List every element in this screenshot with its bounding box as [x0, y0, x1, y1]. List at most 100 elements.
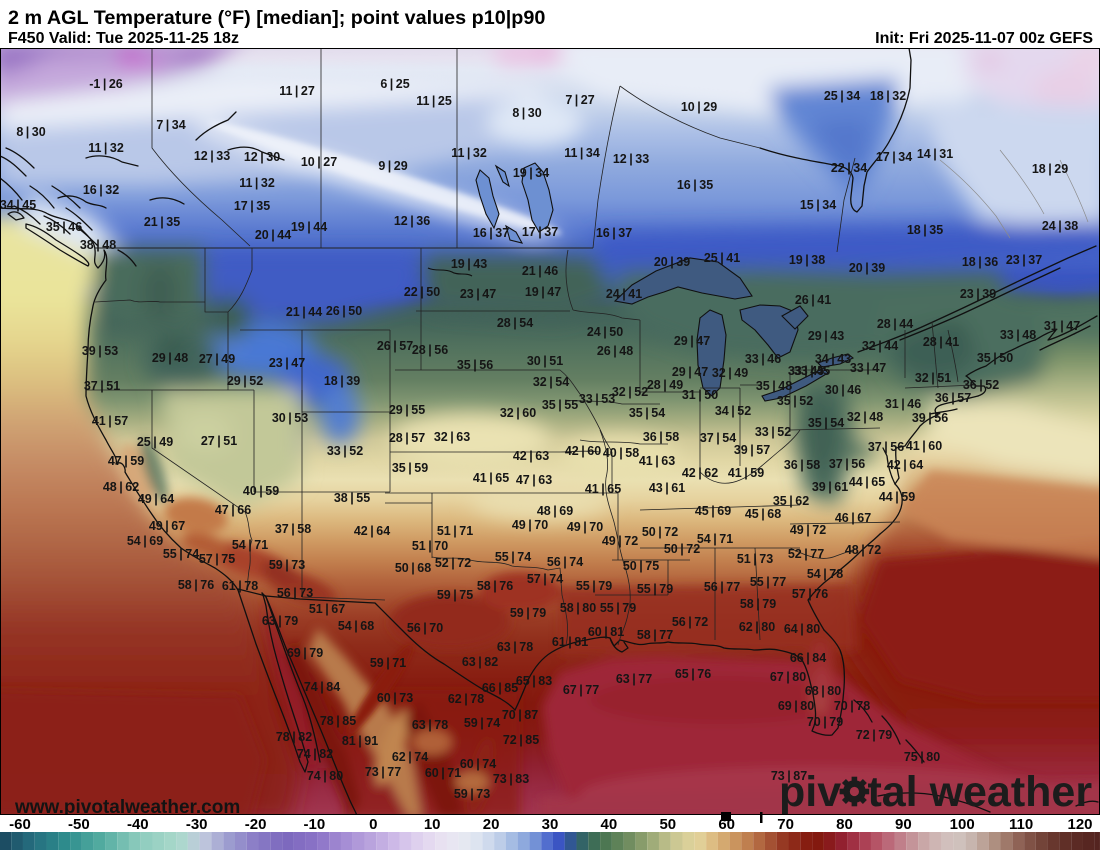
- svg-text:37 | 56: 37 | 56: [868, 440, 904, 454]
- svg-text:45 | 68: 45 | 68: [745, 507, 781, 521]
- svg-text:78 | 85: 78 | 85: [320, 714, 356, 728]
- svg-text:10 | 29: 10 | 29: [681, 100, 717, 114]
- svg-text:-60: -60: [9, 816, 31, 833]
- svg-text:59 | 74: 59 | 74: [464, 716, 500, 730]
- svg-text:11 | 32: 11 | 32: [451, 146, 487, 160]
- svg-text:16 | 37: 16 | 37: [596, 226, 632, 240]
- svg-text:49 | 70: 49 | 70: [567, 520, 603, 534]
- svg-text:35 | 54: 35 | 54: [629, 406, 665, 420]
- svg-text:69 | 80: 69 | 80: [778, 699, 814, 713]
- svg-text:49 | 67: 49 | 67: [149, 519, 185, 533]
- svg-text:49 | 64: 49 | 64: [138, 492, 174, 506]
- svg-text:58 | 80: 58 | 80: [560, 601, 596, 615]
- svg-text:-1 | 26: -1 | 26: [89, 77, 123, 91]
- svg-text:47 | 66: 47 | 66: [215, 503, 251, 517]
- svg-text:59 | 71: 59 | 71: [370, 656, 406, 670]
- svg-text:18 | 39: 18 | 39: [324, 374, 360, 388]
- svg-text:30 | 53: 30 | 53: [272, 411, 308, 425]
- svg-text:48 | 69: 48 | 69: [537, 504, 573, 518]
- svg-text:59 | 75: 59 | 75: [437, 588, 473, 602]
- svg-text:12 | 33: 12 | 33: [613, 152, 649, 166]
- svg-text:50 | 72: 50 | 72: [642, 525, 678, 539]
- svg-text:16 | 37: 16 | 37: [473, 226, 509, 240]
- svg-text:17 | 34: 17 | 34: [876, 150, 912, 164]
- svg-text:70 | 79: 70 | 79: [807, 715, 843, 729]
- svg-text:-50: -50: [68, 816, 90, 833]
- svg-text:55 | 74: 55 | 74: [163, 547, 199, 561]
- svg-text:8 | 30: 8 | 30: [16, 125, 45, 139]
- svg-text:58 | 76: 58 | 76: [477, 579, 513, 593]
- svg-text:21 | 46: 21 | 46: [522, 264, 558, 278]
- svg-text:31 | 46: 31 | 46: [885, 397, 921, 411]
- svg-text:Init: Fri 2025-11-07 00z GEFS: Init: Fri 2025-11-07 00z GEFS: [875, 30, 1093, 47]
- svg-text:74 | 84: 74 | 84: [304, 680, 340, 694]
- svg-text:9 | 29: 9 | 29: [378, 159, 407, 173]
- svg-text:50 | 68: 50 | 68: [395, 561, 431, 575]
- svg-text:37 | 58: 37 | 58: [275, 522, 311, 536]
- svg-text:51 | 70: 51 | 70: [412, 539, 448, 553]
- svg-text:30: 30: [542, 816, 559, 833]
- svg-text:73 | 87: 73 | 87: [771, 769, 807, 783]
- svg-text:26 | 57: 26 | 57: [377, 339, 413, 353]
- svg-text:70 | 87: 70 | 87: [502, 708, 538, 722]
- svg-text:78 | 82: 78 | 82: [276, 730, 312, 744]
- svg-text:63 | 77: 63 | 77: [616, 672, 652, 686]
- svg-text:26 | 50: 26 | 50: [326, 304, 362, 318]
- svg-text:64 | 80: 64 | 80: [784, 622, 820, 636]
- svg-text:73 | 83: 73 | 83: [493, 772, 529, 786]
- svg-text:31 | 47: 31 | 47: [1044, 319, 1080, 333]
- svg-text:7 | 34: 7 | 34: [156, 118, 185, 132]
- svg-text:23 | 37: 23 | 37: [1006, 253, 1042, 267]
- svg-text:7 | 27: 7 | 27: [565, 93, 594, 107]
- svg-text:32 | 48: 32 | 48: [847, 410, 883, 424]
- svg-text:39 | 57: 39 | 57: [734, 443, 770, 457]
- svg-text:54 | 69: 54 | 69: [127, 534, 163, 548]
- svg-text:57 | 74: 57 | 74: [527, 572, 563, 586]
- svg-text:52 | 77: 52 | 77: [788, 547, 824, 561]
- svg-text:34 | 45: 34 | 45: [0, 198, 36, 212]
- svg-text:36 | 52: 36 | 52: [963, 378, 999, 392]
- svg-text:2 m AGL Temperature (°F) [medi: 2 m AGL Temperature (°F) [median]; point…: [8, 7, 545, 29]
- svg-text:65 | 83: 65 | 83: [516, 674, 552, 688]
- svg-text:42 | 64: 42 | 64: [354, 524, 390, 538]
- svg-text:32 | 60: 32 | 60: [500, 406, 536, 420]
- svg-text:26 | 41: 26 | 41: [795, 293, 831, 307]
- svg-text:32 | 52: 32 | 52: [612, 385, 648, 399]
- svg-text:52 | 72: 52 | 72: [435, 556, 471, 570]
- svg-text:33 | 45: 33 | 45: [788, 364, 824, 378]
- svg-text:60 | 74: 60 | 74: [460, 757, 496, 771]
- svg-text:-10: -10: [304, 816, 326, 833]
- svg-text:29 | 55: 29 | 55: [389, 403, 425, 417]
- svg-text:50: 50: [659, 816, 676, 833]
- svg-text:58 | 79: 58 | 79: [740, 597, 776, 611]
- svg-text:29 | 47: 29 | 47: [674, 334, 710, 348]
- svg-text:32 | 63: 32 | 63: [434, 430, 470, 444]
- svg-text:37 | 54: 37 | 54: [700, 431, 736, 445]
- svg-text:35 | 59: 35 | 59: [392, 461, 428, 475]
- svg-text:28 | 57: 28 | 57: [389, 431, 425, 445]
- svg-text:16 | 35: 16 | 35: [677, 178, 713, 192]
- svg-text:39 | 56: 39 | 56: [912, 411, 948, 425]
- svg-text:70 | 78: 70 | 78: [834, 699, 870, 713]
- svg-text:23 | 39: 23 | 39: [960, 287, 996, 301]
- svg-text:32 | 54: 32 | 54: [533, 375, 569, 389]
- svg-text:33 | 53: 33 | 53: [579, 392, 615, 406]
- svg-text:55 | 79: 55 | 79: [600, 601, 636, 615]
- svg-text:12 | 30: 12 | 30: [244, 150, 280, 164]
- svg-text:46 | 67: 46 | 67: [835, 511, 871, 525]
- svg-text:62 | 74: 62 | 74: [392, 750, 428, 764]
- svg-text:32 | 49: 32 | 49: [712, 366, 748, 380]
- svg-text:40: 40: [601, 816, 618, 833]
- svg-text:73 | 77: 73 | 77: [365, 765, 401, 779]
- svg-text:14 | 31: 14 | 31: [917, 147, 953, 161]
- svg-text:61 | 78: 61 | 78: [222, 579, 258, 593]
- svg-text:48 | 62: 48 | 62: [103, 480, 139, 494]
- svg-text:25 | 41: 25 | 41: [704, 251, 740, 265]
- svg-text:70: 70: [777, 816, 794, 833]
- svg-text:69 | 79: 69 | 79: [287, 646, 323, 660]
- svg-text:29 | 48: 29 | 48: [152, 351, 188, 365]
- svg-text:11 | 32: 11 | 32: [239, 176, 275, 190]
- svg-text:35 | 62: 35 | 62: [773, 494, 809, 508]
- svg-text:11 | 25: 11 | 25: [416, 94, 452, 108]
- svg-text:36 | 57: 36 | 57: [935, 391, 971, 405]
